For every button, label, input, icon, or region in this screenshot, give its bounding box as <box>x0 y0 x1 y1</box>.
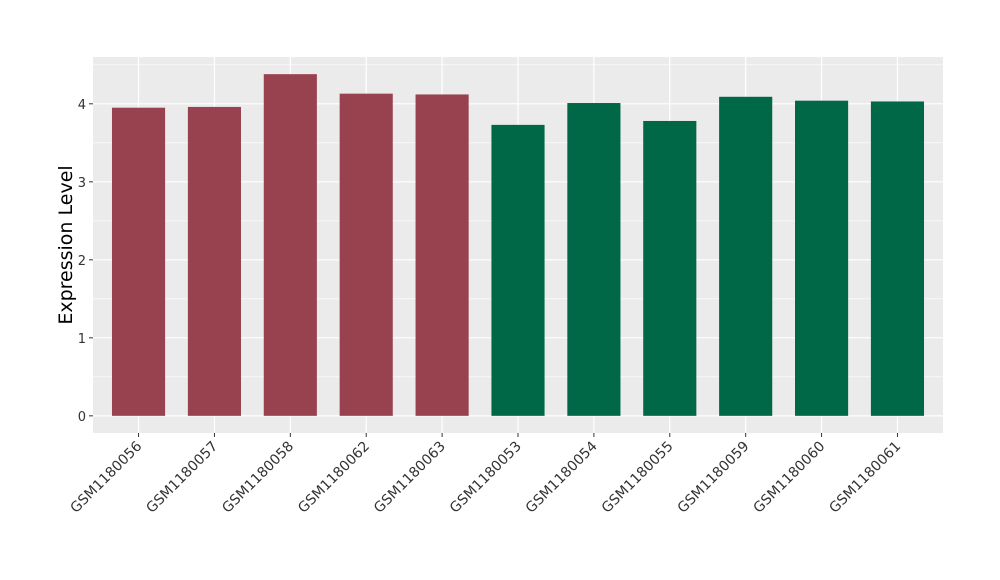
bar <box>795 100 849 416</box>
y-tick-label: 1 <box>78 332 86 347</box>
x-tick-label: GSM1180055 <box>599 439 677 517</box>
bar <box>567 103 621 416</box>
bar <box>111 107 166 416</box>
y-axis-title: Expression Level <box>55 165 77 324</box>
x-tick-label: GSM1180062 <box>295 439 373 517</box>
y-tick-label: 4 <box>78 98 86 113</box>
x-tick-label: GSM1180063 <box>371 439 449 517</box>
bar <box>339 93 393 416</box>
y-tick-label: 3 <box>78 176 86 191</box>
bar <box>187 106 241 416</box>
bar <box>870 101 925 416</box>
x-tick-label: GSM1180059 <box>675 439 753 517</box>
bar <box>719 96 773 416</box>
y-tick-label: 0 <box>78 410 86 425</box>
x-tick-label: GSM1180056 <box>67 438 145 516</box>
x-tick-label: GSM1180054 <box>523 438 601 516</box>
x-tick-label: GSM1180058 <box>219 439 297 517</box>
bar <box>415 94 469 416</box>
bar <box>263 74 317 416</box>
x-tick-label: GSM1180057 <box>143 439 221 517</box>
bar <box>643 120 697 416</box>
x-tick-label: GSM1180060 <box>750 439 828 517</box>
x-tick-label: GSM1180053 <box>447 439 525 517</box>
bar <box>491 124 545 416</box>
x-tick-label: GSM1180061 <box>826 439 904 517</box>
y-tick-label: 2 <box>78 254 86 269</box>
